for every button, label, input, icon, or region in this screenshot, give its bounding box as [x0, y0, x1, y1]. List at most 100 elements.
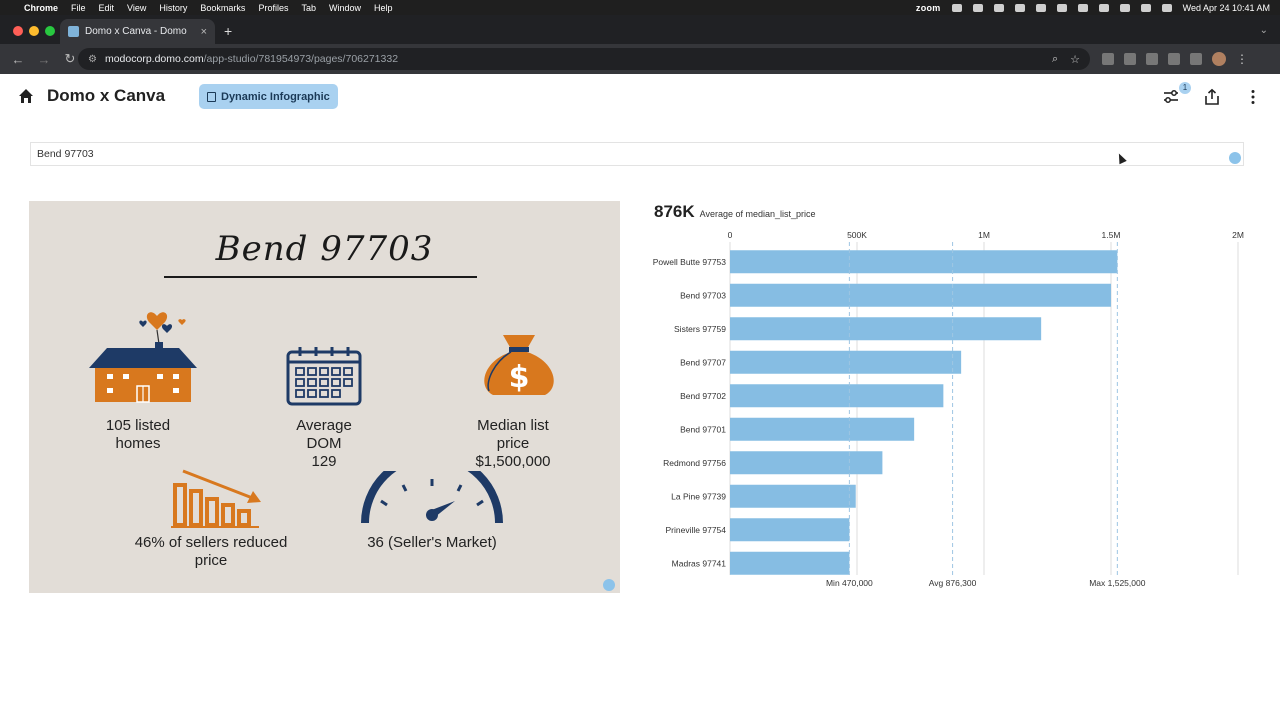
menu-tab[interactable]: Tab [301, 2, 316, 13]
extensions-puzzle-icon[interactable] [1190, 53, 1202, 65]
tab-close-icon[interactable]: × [200, 25, 207, 38]
browser-tab-strip: Domo x Canva - Domo × + ⌄ [0, 15, 1280, 44]
address-bar[interactable]: ⚙ modocorp.domo.com/app-studio/781954973… [78, 48, 1090, 70]
filter-bar[interactable]: Bend 97703 [30, 142, 1244, 166]
page-header: Domo x Canva Dynamic Infographic 1 [0, 74, 1280, 120]
close-window-button[interactable] [13, 26, 23, 36]
bluetooth-icon[interactable] [1077, 3, 1088, 12]
category-label: Bend 97703 [680, 290, 726, 300]
search-icon[interactable] [1140, 3, 1151, 12]
maximize-window-button[interactable] [45, 26, 55, 36]
menu-app-name[interactable]: Chrome [24, 2, 59, 13]
wifi-icon[interactable] [1119, 3, 1130, 12]
menu-edit[interactable]: Edit [98, 2, 115, 13]
infographic-card: Bend 97703 105 listed homes [29, 201, 620, 593]
menu-history[interactable]: History [159, 2, 188, 13]
extension-icon[interactable] [1168, 53, 1180, 65]
url-path: /app-studio/781954973/pages/706271332 [203, 53, 399, 65]
status-icon[interactable] [1035, 3, 1046, 12]
stat-dom-line2: DOM [306, 435, 342, 452]
reload-button[interactable]: ↻ [64, 51, 76, 66]
x-tick-label: 1.5M [1102, 230, 1121, 240]
category-label: Bend 97701 [680, 424, 726, 434]
bar [730, 250, 1118, 274]
stat-market-score: 36 (Seller's Market) [367, 534, 497, 551]
calendar-icon [286, 347, 362, 406]
menubar-clock[interactable]: Wed Apr 24 10:41 AM [1182, 2, 1270, 13]
macos-menubar: Chrome File Edit View History Bookmarks … [0, 0, 1280, 15]
x-tick-label: 0 [728, 230, 733, 240]
zoom-icon[interactable]: ⌕ [1051, 52, 1059, 65]
stat-sellers-reduced: 46% of sellers reduced price [134, 534, 288, 569]
tab-favicon-icon [68, 26, 79, 37]
category-label: Bend 97707 [680, 357, 726, 367]
stat-listed-homes: 105 listed homes [105, 417, 171, 452]
status-icon[interactable] [972, 3, 983, 12]
status-icon[interactable] [1014, 3, 1025, 12]
gauge-icon [361, 471, 503, 524]
reference-label: Max 1,525,000 [1089, 578, 1146, 588]
control-center-icon[interactable] [1161, 3, 1172, 12]
back-button[interactable]: ← [11, 51, 25, 67]
filters-icon[interactable] [1162, 88, 1180, 106]
summary-value: 876K [654, 202, 695, 221]
share-icon[interactable] [1203, 88, 1221, 106]
status-icon[interactable] [993, 3, 1004, 12]
minimize-window-button[interactable] [29, 26, 39, 36]
page-title: Domo x Canva [47, 86, 166, 105]
extension-icon[interactable] [1146, 53, 1158, 65]
bar [730, 317, 1042, 341]
tab-search-chevron-icon[interactable]: ⌄ [1259, 25, 1268, 36]
menu-view[interactable]: View [127, 2, 147, 13]
category-label: Madras 97741 [672, 558, 727, 568]
filter-value: Bend 97703 [37, 148, 94, 160]
summary-label: Average of median_list_price [699, 209, 816, 219]
bar [730, 484, 856, 508]
reference-label: Min 470,000 [826, 578, 873, 588]
stat-price-line1: Median list [477, 417, 549, 434]
money-bag-icon: $ [484, 335, 554, 395]
title-underline [164, 276, 477, 278]
new-tab-button[interactable]: + [224, 23, 233, 39]
extensions-area: ⋮ [1102, 52, 1248, 66]
menu-profiles[interactable]: Profiles [258, 2, 289, 13]
forward-button[interactable]: → [37, 51, 51, 67]
tab-title: Domo x Canva - Domo [85, 26, 187, 37]
battery-icon[interactable] [1098, 3, 1109, 12]
browser-toolbar: ← → ↻ ⚙ modocorp.domo.com/app-studio/781… [0, 44, 1280, 74]
declining-chart-icon [171, 469, 261, 528]
menu-help[interactable]: Help [373, 2, 393, 13]
copy-icon [207, 91, 216, 102]
cloud-icon[interactable] [951, 3, 962, 12]
bar-chart: 0 500K 1M 1.5M 2M Powell Butte 97753 Bend 9770… [653, 230, 1244, 588]
profile-avatar[interactable] [1212, 52, 1226, 66]
x-tick-label: 500K [847, 230, 867, 240]
card-filter-indicator-icon[interactable] [603, 579, 615, 591]
bookmark-star-icon[interactable]: ☆ [1070, 53, 1080, 66]
extension-icon[interactable] [1102, 53, 1114, 65]
menu-window[interactable]: Window [328, 2, 361, 13]
extension-icon[interactable] [1124, 53, 1136, 65]
category-label: La Pine 97739 [671, 491, 726, 501]
menu-bookmarks[interactable]: Bookmarks [200, 2, 246, 13]
status-icon[interactable] [1056, 3, 1067, 12]
bar [730, 350, 962, 374]
category-label: Prineville 97754 [666, 525, 727, 535]
more-options-icon[interactable] [1244, 88, 1262, 106]
stat-dom-line1: Average [296, 417, 352, 434]
stat-price-line2: price [496, 435, 530, 452]
bar [730, 518, 850, 542]
stat-median-price: Median list price $1,500,000 [454, 417, 572, 471]
dynamic-infographic-badge[interactable]: Dynamic Infographic [199, 84, 338, 109]
category-label: Bend 97702 [680, 391, 726, 401]
menu-file[interactable]: File [71, 2, 86, 13]
home-icon[interactable] [18, 88, 34, 104]
filter-indicator-icon[interactable] [1229, 152, 1241, 164]
zoom-status[interactable]: zoom [915, 2, 941, 13]
house-hearts-icon [89, 312, 197, 403]
bar [730, 551, 850, 575]
site-info-icon[interactable]: ⚙ [88, 53, 97, 65]
browser-menu-icon[interactable]: ⋮ [1236, 52, 1248, 66]
category-label: Redmond 97756 [663, 458, 726, 468]
browser-tab-active[interactable]: Domo x Canva - Domo × [60, 19, 215, 44]
